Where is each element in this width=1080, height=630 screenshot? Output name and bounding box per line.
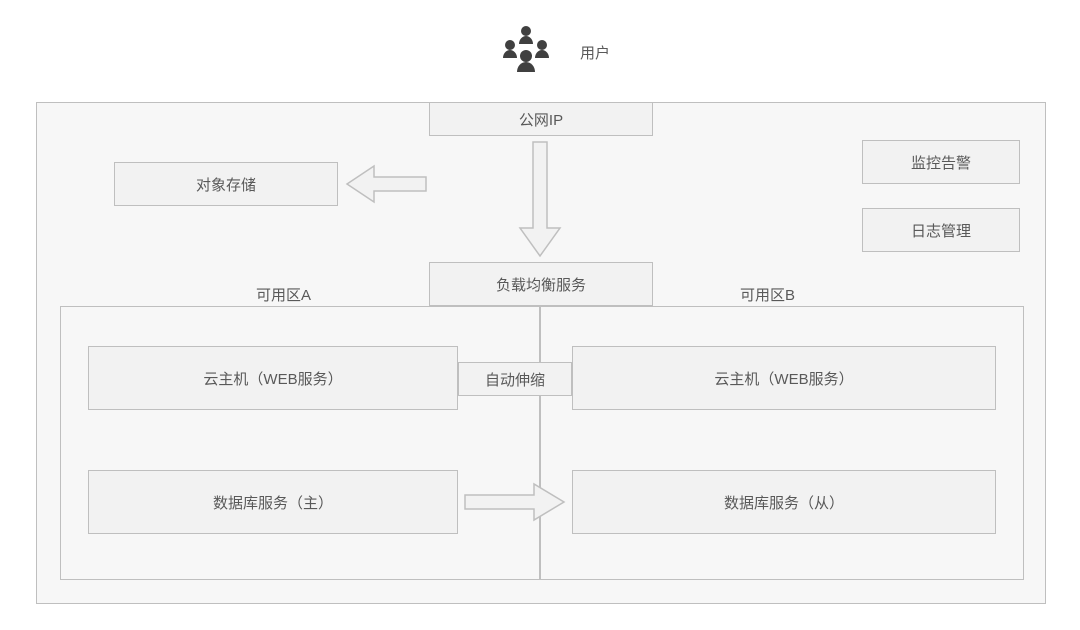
- db-slave-label: 数据库服务（从）: [724, 492, 844, 513]
- object-storage-label: 对象存储: [196, 174, 256, 195]
- web-a-box: 云主机（WEB服务）: [88, 346, 458, 410]
- arrow-down-ip-to-lb: [516, 140, 564, 260]
- db-master-box: 数据库服务（主）: [88, 470, 458, 534]
- autoscale-box: 自动伸缩: [458, 362, 572, 396]
- monitor-alert-box: 监控告警: [862, 140, 1020, 184]
- web-b-label: 云主机（WEB服务）: [714, 368, 853, 389]
- object-storage-box: 对象存储: [114, 162, 338, 206]
- load-balancer-label: 负载均衡服务: [496, 274, 586, 295]
- zone-a-label: 可用区A: [256, 284, 311, 305]
- autoscale-label: 自动伸缩: [485, 369, 545, 390]
- users-icon: [498, 22, 554, 78]
- arrow-left-to-storage: [344, 164, 428, 204]
- log-mgmt-label: 日志管理: [911, 220, 971, 241]
- web-a-label: 云主机（WEB服务）: [203, 368, 342, 389]
- db-slave-box: 数据库服务（从）: [572, 470, 996, 534]
- public-ip-box: 公网IP: [429, 102, 653, 136]
- zone-b-label: 可用区B: [740, 284, 795, 305]
- lb-to-autoscale-line: [540, 306, 541, 362]
- user-label: 用户: [580, 42, 610, 63]
- monitor-alert-label: 监控告警: [911, 152, 971, 173]
- arrow-right-db: [462, 482, 568, 522]
- log-mgmt-box: 日志管理: [862, 208, 1020, 252]
- db-master-label: 数据库服务（主）: [213, 492, 333, 513]
- public-ip-label: 公网IP: [519, 109, 563, 130]
- load-balancer-box: 负载均衡服务: [429, 262, 653, 306]
- web-b-box: 云主机（WEB服务）: [572, 346, 996, 410]
